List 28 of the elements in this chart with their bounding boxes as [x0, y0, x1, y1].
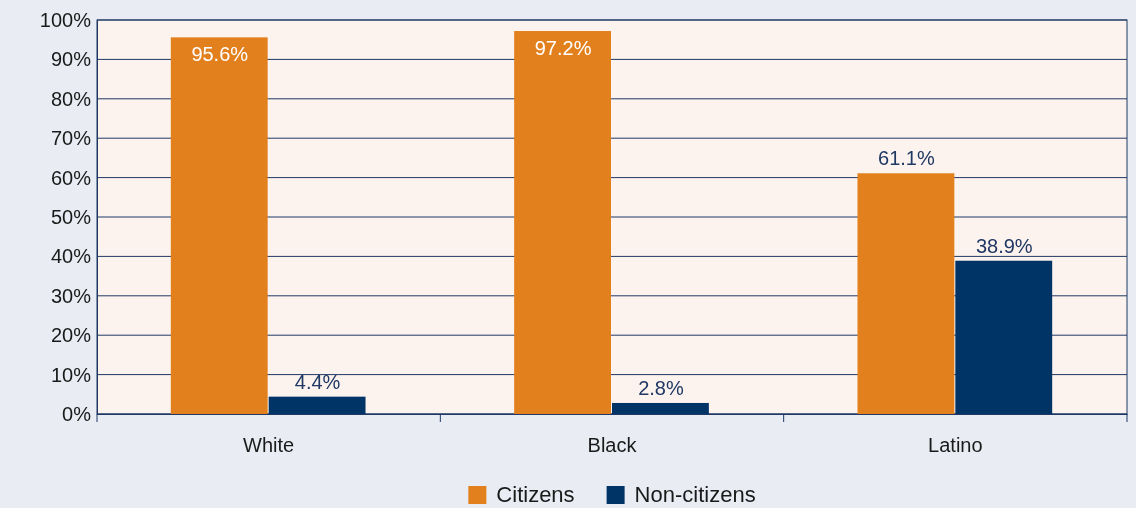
x-tick-label: Latino [928, 434, 983, 457]
y-tick-label: 30% [50, 284, 92, 307]
text: 38.9% [975, 234, 1033, 257]
x-tick-label: Black [587, 434, 638, 457]
text: 2.8% [638, 376, 684, 399]
text: 97.2% [534, 37, 592, 60]
y-tick-label: 10% [50, 363, 92, 386]
bar [955, 260, 1053, 414]
bar [268, 396, 366, 414]
bar [857, 173, 955, 414]
y-tick-label: 60% [50, 166, 92, 189]
legend-label: Citizens [496, 482, 575, 507]
y-tick-label: 50% [50, 205, 92, 228]
bar [170, 37, 268, 414]
y-tick-label: 100% [39, 8, 92, 31]
y-tick-label: 70% [50, 127, 92, 150]
y-tick-label: 0% [62, 402, 92, 425]
x-tick-label: White [243, 434, 295, 457]
text: 95.6% [191, 43, 249, 66]
text: 4.4% [294, 370, 341, 393]
bar [612, 402, 709, 414]
bar [514, 31, 611, 414]
text: 61.1% [878, 147, 935, 170]
y-tick-label: 40% [50, 245, 92, 268]
legend-label: Non-citizens [634, 482, 756, 507]
y-tick-label: 20% [50, 324, 92, 347]
y-tick-label: 90% [50, 48, 92, 71]
y-tick-label: 80% [50, 87, 92, 110]
